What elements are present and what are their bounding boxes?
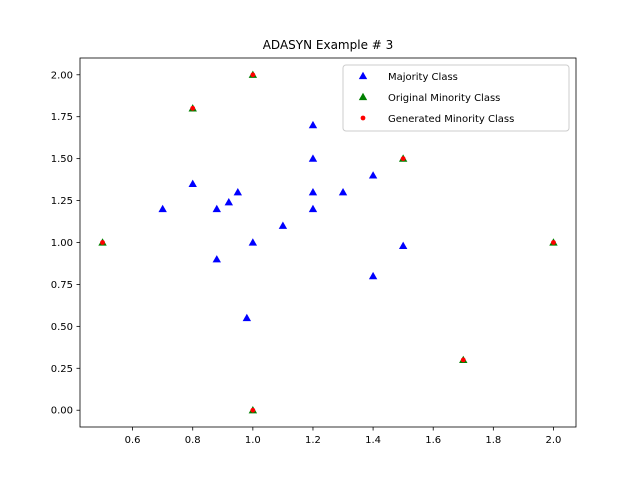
legend-label: Original Minority Class (388, 93, 500, 104)
x-tick-label: 1.2 (305, 435, 321, 446)
series-0-point (242, 313, 252, 322)
y-tick-label: 0.00 (51, 406, 73, 417)
series-0-point (188, 179, 197, 187)
series-2-point (460, 357, 466, 363)
series-0-point (224, 198, 233, 206)
x-tick-label: 1.6 (425, 435, 441, 446)
series-0-point (158, 204, 167, 213)
legend-marker (358, 92, 368, 101)
series-2-point (250, 72, 256, 78)
series-0-point (308, 187, 318, 196)
series-0-point (338, 187, 348, 196)
x-tick-label: 1.0 (245, 435, 261, 446)
legend-label: Majority Class (388, 72, 458, 83)
series-2-point (190, 105, 196, 111)
series-0-point (233, 187, 243, 196)
series-0-point (212, 204, 221, 213)
series-2-point (400, 156, 406, 162)
series-0-point (308, 204, 318, 213)
y-tick-label: 1.75 (51, 112, 73, 123)
plot-marks (98, 70, 558, 414)
series-0-point (308, 154, 318, 162)
x-tick-label: 1.8 (485, 435, 501, 446)
series-2-point (250, 407, 256, 413)
y-tick-label: 0.75 (51, 280, 73, 291)
y-tick-label: 1.25 (51, 196, 73, 207)
series-0-point (368, 271, 378, 280)
y-tick-label: 0.25 (51, 364, 73, 375)
y-tick-label: 1.00 (51, 238, 73, 249)
x-axis-ticks: 0.6 0.8 1.0 1.2 1.4 1.6 1.8 2.0 (125, 427, 562, 446)
legend-box (342, 64, 570, 132)
series-0-point (308, 120, 318, 129)
x-tick-label: 0.6 (125, 435, 141, 446)
y-tick-label: 2.00 (51, 70, 73, 81)
series-0-point (212, 255, 221, 263)
legend-label: Generated Minority Class (388, 114, 514, 125)
y-tick-label: 1.50 (51, 154, 73, 165)
legend-marker (360, 115, 366, 121)
series-0-point (248, 238, 258, 246)
y-axis-ticks: 0.00 0.25 0.50 0.75 1.00 1.25 1.50 1.75 2.00 (51, 70, 80, 417)
series-2-point (551, 240, 556, 245)
legend-marker (358, 71, 368, 80)
series-0-point (398, 241, 408, 250)
chart-title: ADASYN Example # 3 (263, 38, 394, 52)
series-0-point (278, 221, 288, 229)
legend: Majority Class Original Minority Class Gen… (342, 64, 570, 132)
x-tick-label: 2.0 (546, 435, 562, 446)
series-0-point (368, 171, 378, 179)
x-tick-label: 1.4 (365, 435, 381, 446)
axes-frame (79, 57, 577, 428)
y-tick-label: 0.50 (51, 322, 73, 333)
series-2-point (100, 240, 105, 245)
x-tick-label: 0.8 (185, 435, 201, 446)
